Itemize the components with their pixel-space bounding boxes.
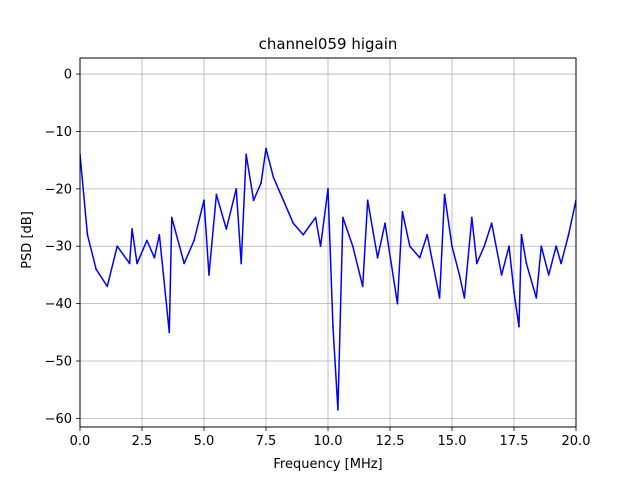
chart-title: channel059 higain [259, 35, 398, 53]
x-tick-label: 7.5 [256, 434, 277, 449]
psd-data-point [426, 233, 429, 236]
psd-data-point [193, 239, 195, 242]
psd-data-point [547, 274, 550, 276]
psd-data-point [215, 193, 218, 196]
psd-data-point [351, 245, 354, 248]
psd-data-point [384, 222, 386, 225]
psd-data-point [319, 245, 322, 248]
psd-data-point [168, 331, 171, 334]
psd-data-point [443, 193, 446, 196]
psd-data-point [252, 199, 255, 202]
psd-data-point [272, 176, 275, 179]
data-layer [80, 147, 576, 411]
x-tick-label: 20.0 [562, 434, 591, 449]
psd-data-point [260, 182, 262, 185]
x-axis: 0.0 2.5 5.0 7.5 10.0 12.5 15.0 17.5 20.0 [70, 427, 591, 449]
psd-data-point [292, 222, 295, 225]
psd-data-point [86, 233, 89, 236]
psd-data-point [525, 262, 528, 265]
x-tick-label: 5.0 [194, 434, 215, 449]
psd-data-point [401, 210, 404, 213]
y-tick-label: −10 [45, 125, 72, 140]
psd-data-point [458, 274, 461, 276]
psd-data-point [235, 187, 238, 190]
x-tick-label: 15.0 [438, 434, 467, 449]
psd-data-point [341, 216, 344, 219]
psd-data-point [518, 325, 520, 328]
psd-data-point [136, 262, 138, 265]
psd-data-point [158, 233, 161, 236]
psd-data-point [153, 256, 156, 259]
y-tick-label: −30 [45, 240, 72, 255]
psd-data-point [418, 256, 421, 259]
psd-data-point [555, 245, 558, 248]
psd-data-point [302, 233, 305, 236]
x-axis-label: Frequency [MHz] [273, 457, 382, 472]
psd-data-point [314, 216, 317, 219]
psd-data-point [470, 216, 473, 219]
psd-data-point [128, 262, 131, 265]
psd-data-point [116, 245, 119, 248]
psd-data-point [183, 262, 186, 265]
x-tick-label: 10.0 [314, 434, 343, 449]
psd-data-point [520, 233, 523, 236]
psd-data-point [463, 296, 466, 299]
y-tick-label: 0 [64, 68, 72, 83]
y-tick-label: −50 [45, 355, 72, 370]
x-tick-label: 17.5 [500, 434, 529, 449]
psd-data-point [361, 285, 364, 288]
psd-data-point [225, 228, 228, 230]
psd-data-point [106, 285, 109, 288]
psd-data-point [513, 291, 515, 294]
psd-data-point [131, 228, 133, 230]
x-tick-label: 12.5 [376, 434, 405, 449]
psd-data-point [483, 245, 486, 248]
psd-data-point [282, 199, 285, 202]
psd-data-point [208, 274, 210, 276]
psd-data-point [535, 296, 538, 299]
y-axis-label: PSD [dB] [20, 211, 35, 269]
y-axis: 0 −10 −20 −30 −40 −50 −60 [45, 68, 80, 427]
psd-data-point [327, 187, 329, 190]
psd-data-point [376, 256, 379, 259]
psd-data-point [508, 245, 510, 248]
psd-data-point [560, 262, 563, 265]
psd-data-point [240, 262, 243, 265]
psd-data-point [95, 268, 98, 271]
psd-data-point [203, 199, 205, 202]
psd-data-point [451, 245, 453, 248]
psd-data-point [475, 262, 478, 265]
psd-data-point [366, 199, 369, 202]
psd-data-point [438, 296, 441, 299]
psd-data-point [490, 222, 493, 225]
x-tick-label: 0.0 [70, 434, 91, 449]
psd-data-point [170, 216, 173, 219]
psd-data-point [337, 408, 339, 411]
psd-data-point [567, 233, 570, 236]
psd-data-point [500, 274, 503, 276]
psd-data-point [146, 239, 148, 242]
y-tick-label: −60 [45, 412, 72, 427]
psd-data-point [265, 147, 267, 150]
psd-data-point [245, 153, 248, 156]
psd-data-point [332, 325, 334, 328]
psd-data-point [540, 245, 543, 248]
psd-data-point [396, 302, 399, 305]
y-tick-label: −20 [45, 182, 72, 197]
y-tick-label: −40 [45, 297, 72, 312]
x-tick-label: 2.5 [132, 434, 153, 449]
psd-data-point [408, 245, 411, 248]
